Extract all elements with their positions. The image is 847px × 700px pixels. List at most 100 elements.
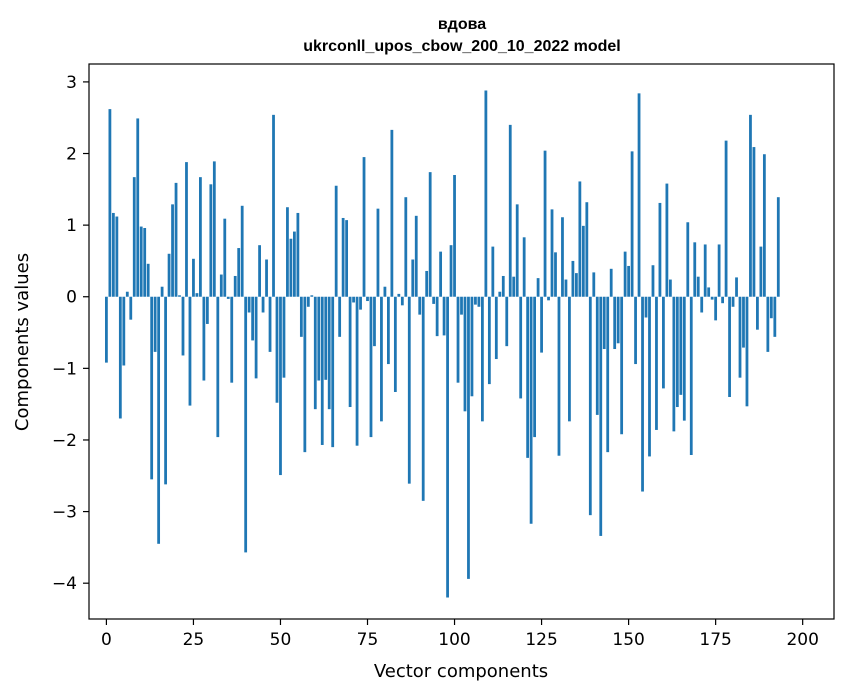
bar	[383, 286, 387, 297]
bar	[380, 296, 383, 422]
bar	[634, 296, 637, 365]
bar	[341, 217, 345, 297]
bar	[240, 205, 244, 297]
bar	[675, 296, 679, 408]
bar	[526, 296, 530, 458]
bar	[212, 161, 216, 297]
bar	[728, 296, 731, 397]
bar	[672, 296, 676, 432]
bar	[651, 265, 655, 297]
bar	[627, 265, 630, 297]
bar	[602, 296, 606, 350]
bar	[254, 296, 258, 379]
bar	[293, 231, 296, 297]
y-tick-label: −4	[52, 574, 77, 594]
bar	[146, 263, 150, 297]
bar	[115, 216, 119, 297]
bar	[578, 181, 582, 297]
bar	[136, 118, 140, 297]
bar	[352, 296, 355, 303]
bar	[522, 237, 526, 297]
bar	[470, 296, 474, 397]
bar	[724, 140, 728, 297]
bar	[303, 296, 307, 453]
bar	[411, 259, 415, 297]
bar	[261, 296, 265, 313]
bar	[338, 296, 342, 337]
y-tick-label: −1	[52, 359, 77, 379]
bar	[258, 245, 261, 297]
bar	[348, 296, 352, 408]
bar	[456, 296, 460, 383]
bar	[111, 212, 115, 297]
bar	[387, 296, 390, 365]
bar	[759, 246, 763, 297]
bar	[501, 275, 505, 297]
y-tick-label: 2	[66, 145, 77, 165]
x-tick-label: 125	[525, 630, 557, 650]
bar	[679, 296, 683, 395]
bar	[721, 296, 724, 304]
bar	[160, 286, 164, 297]
chart-title: вдова	[438, 16, 486, 33]
bar	[279, 296, 282, 476]
bar	[467, 296, 470, 579]
bar	[554, 252, 557, 297]
bar	[369, 296, 373, 438]
bar	[205, 296, 209, 324]
bar	[272, 114, 275, 297]
bar	[174, 182, 178, 297]
bar	[268, 296, 272, 352]
bar	[317, 296, 321, 381]
bar	[327, 296, 331, 410]
bar	[620, 296, 624, 435]
bar	[449, 245, 453, 297]
bar	[105, 296, 108, 363]
bar	[773, 296, 777, 337]
bar	[769, 296, 773, 319]
bar	[366, 296, 369, 302]
bar	[125, 291, 129, 297]
bar	[717, 244, 721, 297]
bar	[508, 124, 512, 297]
bar	[756, 296, 759, 330]
bar	[776, 197, 780, 297]
bar	[195, 293, 199, 297]
bar	[132, 177, 136, 297]
bar	[226, 296, 230, 299]
bar	[613, 296, 617, 350]
bar	[668, 279, 672, 297]
bar	[749, 114, 752, 297]
bar	[742, 296, 745, 348]
bar	[432, 296, 436, 304]
bar	[122, 296, 126, 366]
bar	[494, 296, 498, 360]
bar	[599, 296, 603, 536]
bar	[143, 227, 147, 297]
bar	[233, 275, 237, 297]
bar	[421, 296, 425, 501]
bar	[118, 296, 122, 419]
bar	[171, 204, 174, 297]
bar	[498, 291, 502, 297]
bar	[474, 296, 477, 305]
bar	[373, 296, 376, 347]
bar	[275, 296, 279, 403]
plot-frame	[88, 63, 835, 620]
x-tick-label: 175	[699, 630, 731, 650]
bar	[407, 296, 411, 484]
bar	[230, 296, 234, 383]
bar	[310, 295, 314, 297]
bar	[662, 296, 665, 389]
x-tick-label: 0	[101, 630, 112, 650]
bar	[306, 296, 310, 307]
bar	[571, 260, 575, 297]
bar	[686, 222, 690, 297]
bar	[202, 296, 206, 381]
bar	[738, 296, 742, 378]
bar	[296, 212, 300, 297]
bar	[623, 251, 627, 297]
bar	[561, 217, 564, 297]
y-tick-label: 1	[66, 216, 77, 236]
bar	[585, 202, 589, 297]
